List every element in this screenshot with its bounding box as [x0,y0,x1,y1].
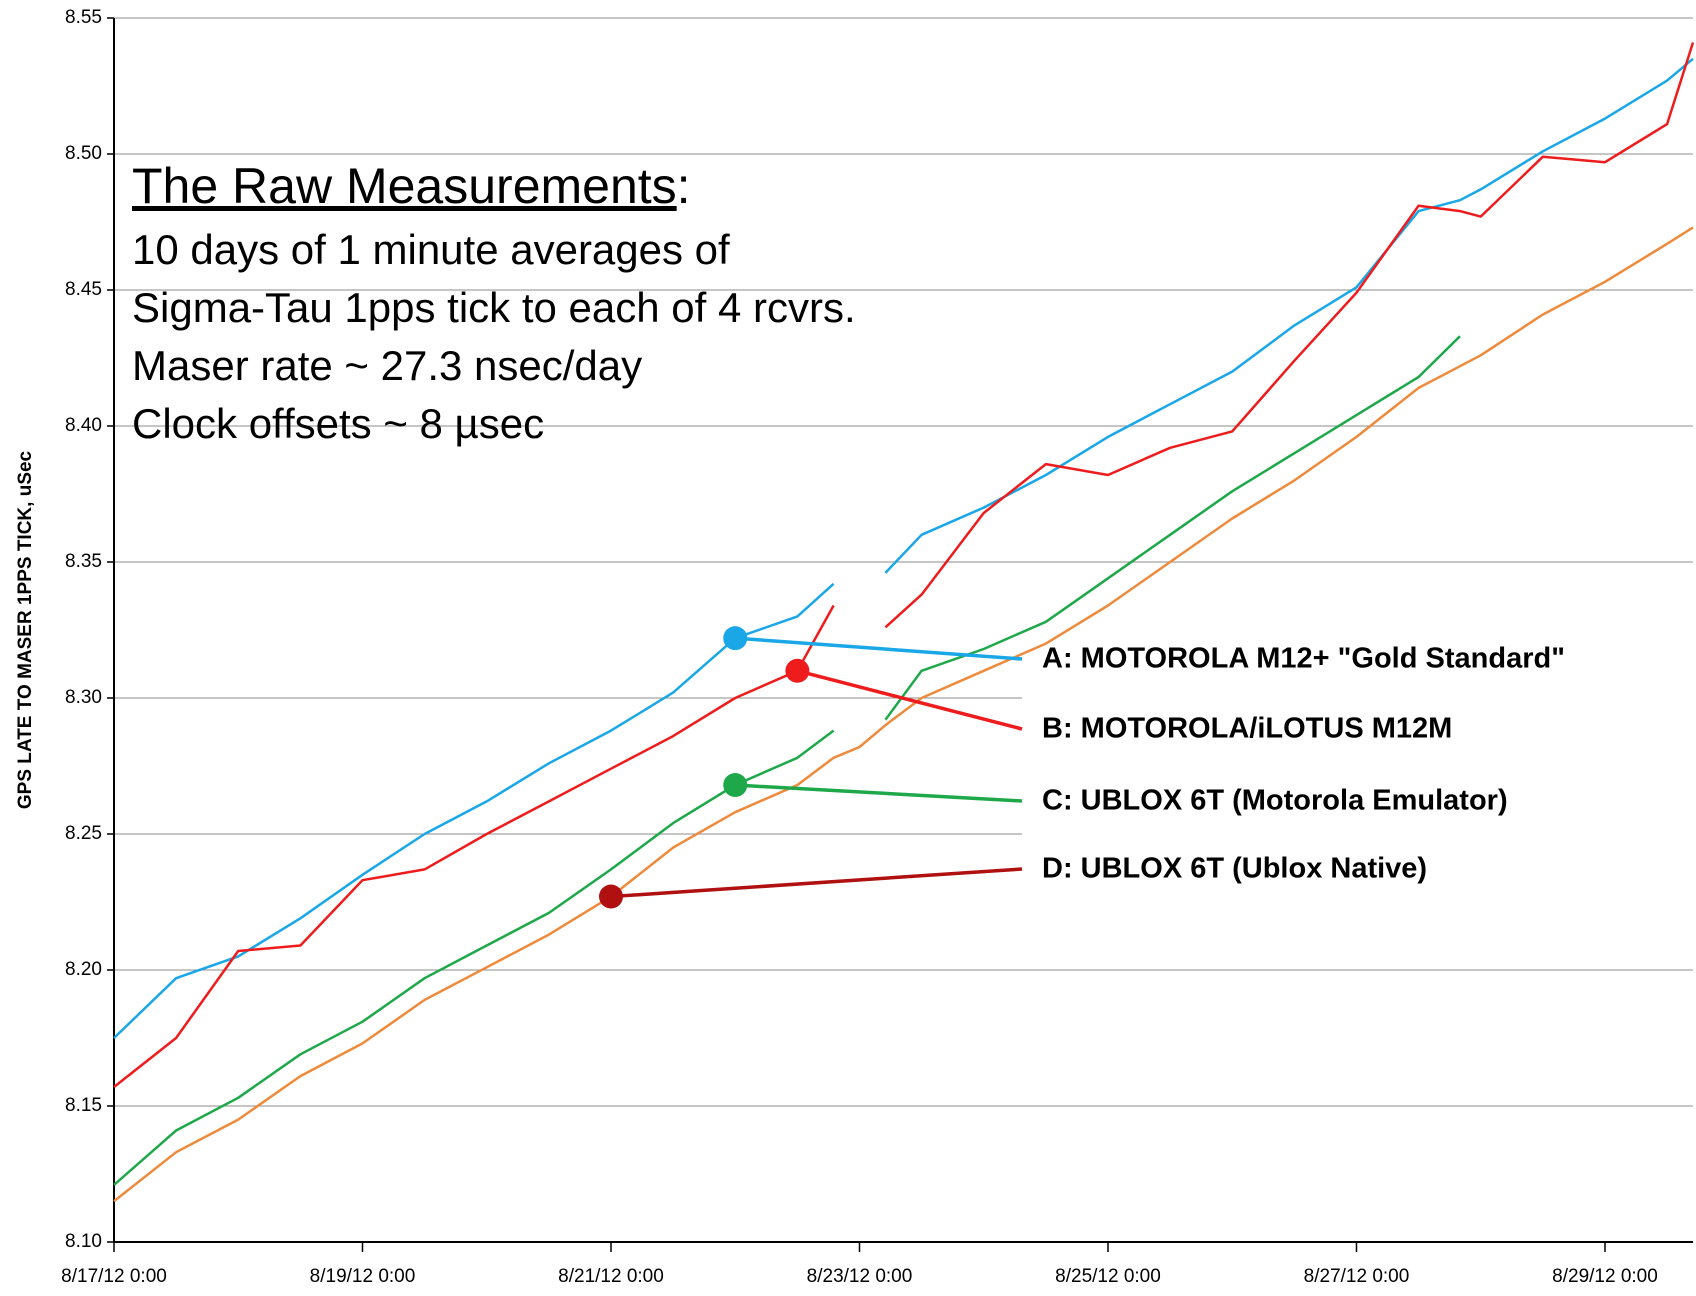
callout-marker [785,658,810,683]
grid: 8.10 8.15 8.20 8.25 8.30 8.35 8.40 8.45 8.50 8.55… [61,7,1693,1287]
annotation-line: Clock offsets ~ 8 µsec [132,400,544,447]
callout-line [735,783,1023,803]
y-tick-label: 8.55 [65,7,102,28]
callout-marker [723,626,748,651]
overlay: The Raw Measurements: 10 days of 1 minute… [132,158,1693,909]
y-tick-label: 8.40 [65,415,102,436]
series-line [113,42,1695,1088]
legend-background [1022,670,1693,902]
legend-label: A: MOTOROLA M12+ "Gold Standard" [1042,643,1565,675]
callout-line [796,669,1023,731]
annotation-line: Maser rate ~ 27.3 nsec/day [132,342,642,389]
heading-suffix: : [677,158,691,214]
y-tick-label: 8.20 [65,959,102,980]
x-tick-label: 8/17/12 0:00 [61,1266,167,1287]
y-tick-label: 8.45 [65,279,102,300]
legend-label: C: UBLOX 6T (Motorola Emulator) [1042,785,1508,817]
y-tick-label: 8.30 [65,687,102,708]
x-tick-label: 8/27/12 0:00 [1304,1266,1410,1287]
y-tick-label: 8.50 [65,143,102,164]
y-tick-label: 8.35 [65,551,102,572]
legend-label: B: MOTOROLA/iLOTUS M12M [1042,713,1452,745]
x-tick-label: 8/23/12 0:00 [807,1266,913,1287]
series-line [113,226,1694,1203]
callout-marker [723,773,748,798]
annotation-line: Sigma-Tau 1pps tick to each of 4 rcvrs. [132,284,856,331]
annotation-heading: The Raw Measurements: [132,158,691,214]
callout-line [610,867,1023,899]
x-tick-label: 8/29/12 0:00 [1552,1266,1658,1287]
legend-label: D: UBLOX 6T (Ublox Native) [1042,853,1427,885]
x-tick-label: 8/25/12 0:00 [1055,1266,1161,1287]
heading-text: The Raw Measurements [132,158,677,214]
x-tick-label: 8/19/12 0:00 [310,1266,416,1287]
y-tick-label: 8.15 [65,1095,102,1116]
y-tick-label: 8.25 [65,823,102,844]
x-tick-label: 8/21/12 0:00 [558,1266,664,1287]
callout-marker [598,884,623,909]
y-tick-label: 8.10 [65,1231,102,1252]
annotation-line: 10 days of 1 minute averages of [132,226,730,273]
y-axis-label: GPS LATE TO MASER 1PPS TICK, uSec [15,450,36,809]
callout-line [735,636,1023,661]
